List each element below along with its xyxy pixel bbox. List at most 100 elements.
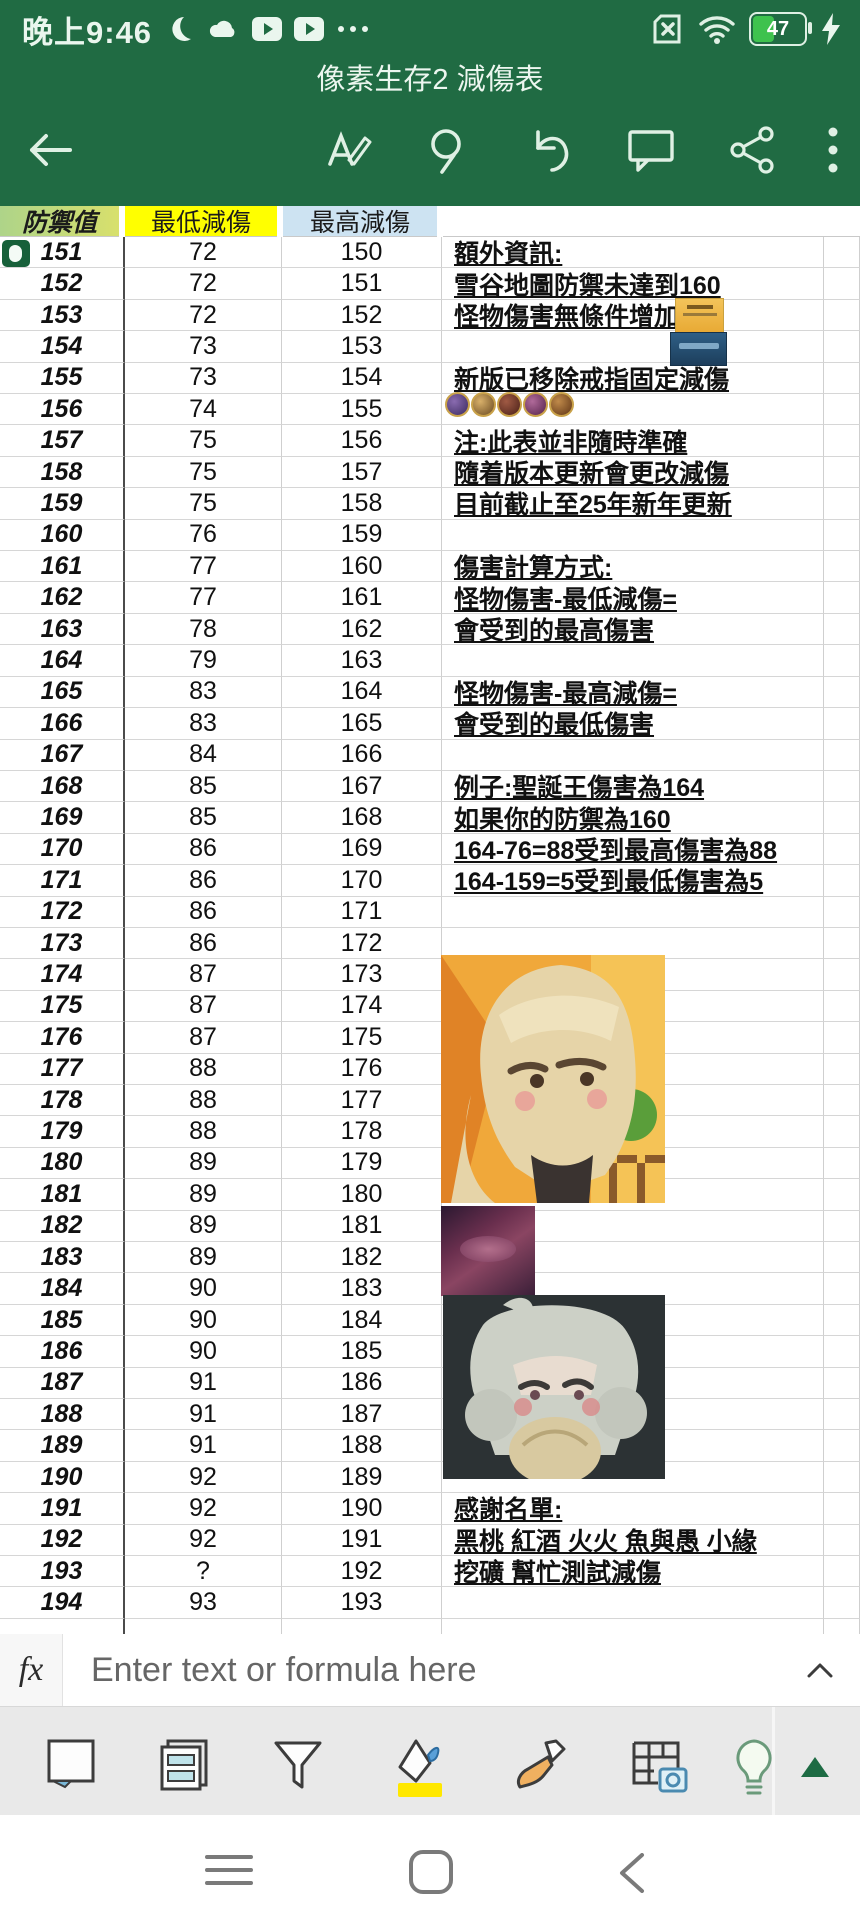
cell-defense[interactable]: 193 [0, 1556, 125, 1588]
cell-defense[interactable]: 186 [0, 1336, 125, 1368]
cell-defense[interactable]: 156 [0, 394, 125, 426]
cell-max-reduction[interactable]: 174 [282, 990, 442, 1023]
cell-defense[interactable]: 178 [0, 1084, 125, 1117]
cell-defense[interactable]: 171 [0, 865, 125, 897]
cell-min-reduction[interactable]: 90 [125, 1304, 282, 1337]
cell-min-reduction[interactable]: 87 [125, 1022, 282, 1054]
cell-defense[interactable]: 180 [0, 1147, 125, 1180]
cell-min-reduction[interactable]: 89 [125, 1147, 282, 1180]
item-badge-blue-image[interactable] [670, 332, 727, 366]
header-min-reduction[interactable]: 最低減傷 [125, 206, 277, 237]
cell-max-reduction[interactable]: 155 [282, 394, 442, 426]
cell-max-reduction[interactable]: 162 [282, 613, 442, 646]
cell-empty[interactable] [824, 1147, 860, 1180]
cell-empty[interactable] [824, 299, 860, 332]
cell-empty[interactable] [824, 394, 860, 426]
cell-min-reduction[interactable]: ? [125, 1556, 282, 1588]
cell-min-reduction[interactable]: 86 [125, 927, 282, 960]
header-max-reduction[interactable]: 最高減傷 [283, 206, 437, 237]
fx-button[interactable]: fx [0, 1634, 63, 1706]
cell-note[interactable]: 會受到的最低傷害 [442, 708, 824, 740]
cell-empty[interactable] [824, 1273, 860, 1305]
cell-defense[interactable]: 167 [0, 739, 125, 771]
cell-empty[interactable] [824, 1524, 860, 1557]
cell-min-reduction[interactable]: 86 [125, 865, 282, 897]
cell-defense[interactable]: 151 [0, 237, 125, 269]
cell-min-reduction[interactable]: 90 [125, 1336, 282, 1368]
cell-note[interactable]: 會受到的最高傷害 [442, 613, 824, 646]
cell-max-reduction[interactable]: 171 [282, 896, 442, 928]
comment-icon[interactable] [624, 124, 678, 181]
cell-empty[interactable] [824, 865, 860, 897]
undo-icon[interactable] [524, 124, 576, 181]
cell-note[interactable]: 雪谷地圖防禦未達到160 [442, 268, 824, 300]
cell-empty[interactable] [824, 1493, 860, 1525]
cell-defense[interactable]: 168 [0, 770, 125, 803]
cell-max-reduction[interactable]: 183 [282, 1273, 442, 1305]
anime-image-2[interactable] [441, 1206, 535, 1296]
insert-table-camera-icon[interactable] [630, 1739, 688, 1800]
cell-defense[interactable]: 181 [0, 1179, 125, 1211]
cell-note[interactable]: 新版已移除戒指固定減傷 [442, 362, 824, 395]
cell-min-reduction[interactable]: 89 [125, 1242, 282, 1274]
cell-defense[interactable]: 165 [0, 676, 125, 709]
cell-min-reduction[interactable]: 77 [125, 582, 282, 614]
cell-empty[interactable] [824, 1053, 860, 1085]
cell-empty[interactable] [824, 676, 860, 709]
cell-max-reduction[interactable]: 191 [282, 1524, 442, 1557]
cell-defense[interactable]: 184 [0, 1273, 125, 1305]
cell-max-reduction[interactable]: 164 [282, 676, 442, 709]
cell-min-reduction[interactable]: 92 [125, 1493, 282, 1525]
cell-note[interactable] [442, 896, 824, 928]
cell-min-reduction[interactable]: 92 [125, 1461, 282, 1494]
cell-max-reduction[interactable]: 154 [282, 362, 442, 395]
cell-max-reduction[interactable]: 175 [282, 1022, 442, 1054]
cell-note[interactable] [442, 739, 824, 771]
cell-empty[interactable] [824, 896, 860, 928]
cell-min-reduction[interactable]: 75 [125, 425, 282, 457]
cell-note[interactable] [442, 331, 824, 363]
cell-min-reduction[interactable]: 83 [125, 676, 282, 709]
cell-min-reduction[interactable]: 72 [125, 268, 282, 300]
cell-defense[interactable]: 179 [0, 1116, 125, 1148]
cell-empty[interactable] [824, 1336, 860, 1368]
cell-min-reduction[interactable]: 73 [125, 362, 282, 395]
card-format-icon[interactable] [158, 1739, 210, 1796]
cell-defense[interactable]: 172 [0, 896, 125, 928]
cell-note[interactable]: 目前截止至25年新年更新 [442, 488, 824, 520]
cell-note[interactable]: 傷害計算方式: [442, 551, 824, 583]
cell-defense[interactable]: 163 [0, 613, 125, 646]
cell-min-reduction[interactable]: 78 [125, 613, 282, 646]
cell-defense[interactable]: 176 [0, 1022, 125, 1054]
cell-max-reduction[interactable]: 182 [282, 1242, 442, 1274]
cell-min-reduction[interactable]: 88 [125, 1116, 282, 1148]
back-arrow-icon[interactable] [24, 126, 76, 179]
cell-min-reduction[interactable]: 72 [125, 237, 282, 269]
anime-image-3[interactable] [443, 1295, 665, 1479]
format-painter-icon[interactable] [512, 1739, 568, 1798]
recents-menu-icon[interactable] [205, 1853, 253, 1892]
cell-note[interactable]: 164-76=88受到最高傷害為88 [442, 833, 824, 866]
cell-min-reduction[interactable]: 75 [125, 456, 282, 489]
cell-empty[interactable] [824, 1116, 860, 1148]
cell-max-reduction[interactable]: 167 [282, 770, 442, 803]
cell-defense[interactable]: 185 [0, 1304, 125, 1337]
cell-note[interactable]: 164-159=5受到最低傷害為5 [442, 865, 824, 897]
cell-defense[interactable]: 173 [0, 927, 125, 960]
cell-max-reduction[interactable]: 190 [282, 1493, 442, 1525]
cell-defense[interactable]: 164 [0, 645, 125, 677]
cell-max-reduction[interactable]: 153 [282, 331, 442, 363]
cell-min-reduction[interactable]: 89 [125, 1179, 282, 1211]
cell-max-reduction[interactable]: 173 [282, 959, 442, 991]
cell-min-reduction[interactable]: 91 [125, 1399, 282, 1431]
cell-empty[interactable] [824, 1461, 860, 1494]
cell-note[interactable] [442, 645, 824, 677]
cell-defense[interactable]: 162 [0, 582, 125, 614]
cell-defense[interactable]: 190 [0, 1461, 125, 1494]
cell-defense[interactable]: 189 [0, 1430, 125, 1462]
cell-empty[interactable] [824, 1179, 860, 1211]
cell-note[interactable] [442, 1461, 824, 1494]
cell-max-reduction[interactable]: 170 [282, 865, 442, 897]
cell-max-reduction[interactable]: 172 [282, 927, 442, 960]
cell-defense[interactable]: 194 [0, 1587, 125, 1619]
